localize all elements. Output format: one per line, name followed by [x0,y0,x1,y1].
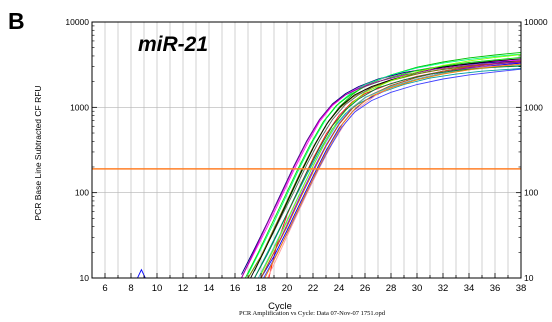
amplification-curve [267,63,521,278]
amplification-curve [247,60,521,278]
amplification-curve [264,63,521,278]
amplification-curve [260,54,521,275]
x-tick-label: 32 [438,283,449,294]
y-tick-label-right: 10 [524,273,534,283]
amplification-curve [260,60,521,278]
amplification-curve [241,61,521,278]
x-tick-label: 38 [516,283,527,294]
y-tick-label-right: 100 [524,188,538,198]
x-tick-label: 36 [490,283,501,294]
plot-area [91,21,522,279]
x-tick-label: 22 [308,283,319,294]
x-tick-label: 28 [386,283,397,294]
footer-caption: PCR Amplification vs Cycle: Data 07-Nov-… [238,310,386,317]
gene-label: miR-21 [138,33,209,56]
y-tick-label-left: 1000 [70,102,89,112]
amplification-curve [244,56,521,278]
x-tick-label: 18 [256,283,267,294]
amplification-curve [268,62,521,278]
x-tick-label: 6 [102,283,107,294]
x-axis-label: Cycle [268,301,292,312]
amplification-curves [137,51,521,278]
y-tick-label-left: 100 [75,188,89,198]
y-axis-ticks: 10 10 100 100 1000 1000 10000 10000 [65,17,548,283]
y-tick-label-right: 10000 [524,17,548,27]
y-tick-label-left: 10000 [65,17,89,27]
x-tick-label: 16 [230,283,241,294]
y-axis-label: PCR Base Line Subtracted CF RFU [33,85,43,221]
amplification-curve [250,58,521,278]
amplification-curve [254,65,521,278]
amplification-curve [247,53,521,275]
y-tick-label-left: 10 [80,273,90,283]
y-tick-label-right: 1000 [524,102,543,112]
x-tick-label: 8 [128,283,133,294]
x-tick-label: 34 [464,283,475,294]
x-axis-ticks: 6 8 10 12 14 16 18 20 22 24 26 28 30 32 34 36 38 [91,273,527,294]
x-tick-label: 12 [178,283,189,294]
x-tick-label: 14 [204,283,215,294]
x-tick-label: 24 [334,283,345,294]
chart-grid [92,21,521,279]
x-tick-label: 26 [360,283,371,294]
x-tick-label: 20 [282,283,293,294]
amplification-curve [254,68,521,278]
panel-letter: B [8,8,25,34]
x-tick-label: 30 [412,283,423,294]
x-tick-label: 10 [152,283,163,294]
